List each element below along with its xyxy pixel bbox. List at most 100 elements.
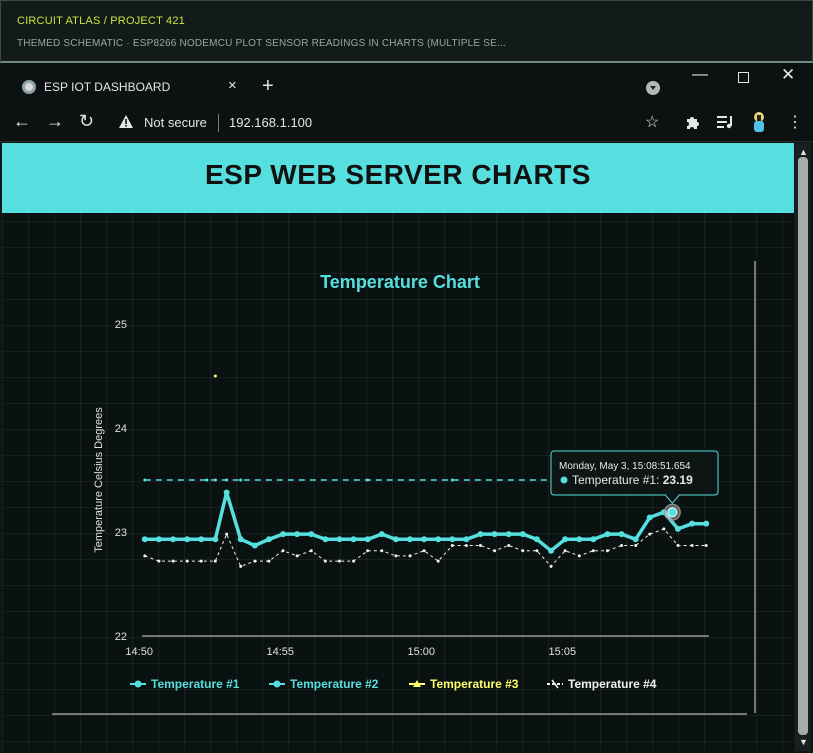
window-close-icon[interactable]: ✕ — [781, 65, 796, 84]
back-arrow-icon[interactable]: ← — [13, 111, 31, 131]
data-point — [185, 559, 189, 563]
forward-arrow-icon[interactable]: → — [46, 111, 64, 131]
page-scrollbar[interactable]: ▲ ▼ — [795, 143, 811, 751]
tooltip-date: Monday, May 3, 15:08:51.654 — [559, 461, 691, 472]
data-point — [213, 559, 217, 563]
data-point — [676, 544, 680, 548]
data-point — [223, 489, 230, 496]
y-tick-label: 25 — [115, 319, 127, 331]
data-point — [421, 536, 428, 543]
address-bar: ← → ↻ Not secure 192.168.1.100 ☆ ⋮ — [0, 105, 813, 142]
data-point — [239, 564, 243, 568]
data-point — [604, 531, 611, 538]
data-point — [562, 536, 569, 543]
tab-title: ESP IOT DASHBOARD — [44, 80, 171, 94]
legend-item-label[interactable]: Temperature #3 — [430, 677, 519, 691]
extensions-puzzle-icon[interactable] — [685, 114, 701, 130]
data-point — [450, 478, 454, 482]
browser-tab[interactable]: ESP IOT DASHBOARD × — [10, 69, 248, 105]
data-point — [519, 531, 526, 538]
y-axis-label: Temperature Celsius Degrees — [93, 407, 105, 553]
bookmark-star-icon[interactable]: ☆ — [645, 114, 660, 131]
data-point — [295, 554, 299, 558]
data-point — [184, 536, 191, 543]
data-point — [690, 544, 694, 548]
data-point — [170, 536, 177, 543]
data-point — [171, 559, 175, 563]
new-tab-button[interactable]: + — [262, 75, 274, 97]
data-point — [563, 549, 567, 553]
tooltip-series-name: Temperature #1: — [572, 473, 663, 487]
data-point — [366, 478, 370, 482]
page-banner: ESP WEB SERVER CHARTS — [2, 143, 794, 213]
data-point — [493, 549, 497, 553]
page-viewport: ESP WEB SERVER CHARTS Temperature Chart T… — [2, 143, 794, 751]
data-point — [392, 536, 399, 543]
data-point — [198, 536, 205, 543]
data-point — [646, 514, 653, 521]
chart-tooltip — [550, 450, 719, 496]
legend-marker — [134, 680, 142, 688]
hover-point — [667, 507, 678, 518]
tab-search-dropdown-icon[interactable] — [646, 81, 660, 95]
security-status[interactable]: Not secure — [144, 115, 207, 130]
address-divider — [218, 114, 219, 132]
browser-menu-icon[interactable]: ⋮ — [787, 114, 803, 131]
tab-favicon-icon — [22, 80, 36, 94]
window-maximize-icon[interactable] — [738, 72, 749, 83]
data-point — [323, 559, 327, 563]
legend-item-label[interactable]: Temperature #4 — [568, 677, 657, 691]
legend-item-label[interactable]: Temperature #1 — [151, 677, 240, 691]
data-point — [689, 520, 696, 527]
data-point — [336, 536, 343, 543]
scroll-up-icon[interactable]: ▲ — [799, 147, 808, 157]
window-minimize-icon[interactable]: — — [692, 66, 708, 83]
x-tick-label: 15:00 — [408, 646, 436, 658]
reload-icon[interactable]: ↻ — [79, 111, 95, 131]
series-line — [144, 490, 707, 553]
data-point — [155, 536, 162, 543]
tab-close-icon[interactable]: × — [228, 77, 237, 94]
data-point — [464, 544, 468, 548]
tooltip-value-number: 23.19 — [663, 473, 693, 487]
data-point — [251, 542, 258, 549]
browser-tab-bar: ESP IOT DASHBOARD × — [0, 63, 813, 105]
data-point — [294, 531, 301, 538]
scroll-down-icon[interactable]: ▼ — [799, 737, 808, 747]
legend-item-label[interactable]: Temperature #2 — [290, 677, 379, 691]
data-point — [648, 532, 652, 536]
data-point — [576, 536, 583, 543]
data-point — [674, 525, 681, 532]
data-point — [366, 549, 370, 553]
data-point — [408, 554, 412, 558]
x-tick-label: 14:50 — [125, 646, 153, 658]
scroll-thumb[interactable] — [798, 157, 808, 735]
data-point — [521, 549, 525, 553]
data-point — [352, 559, 356, 563]
data-point — [143, 554, 147, 558]
data-point — [141, 536, 148, 543]
profile-avatar-icon[interactable] — [751, 111, 767, 133]
frame-subtitle: THEMED SCHEMATIC · ESP8266 NODEMCU PLOT … — [17, 38, 506, 49]
data-point — [212, 536, 219, 543]
warning-icon[interactable] — [118, 114, 134, 129]
data-point — [422, 549, 426, 553]
tooltip-value: Temperature #1: 23.19 — [572, 473, 693, 487]
x-tick-label: 15:05 — [549, 646, 577, 658]
data-point — [309, 549, 313, 553]
data-point — [535, 549, 539, 553]
data-point — [265, 536, 272, 543]
data-point — [239, 478, 243, 482]
url-field[interactable]: 192.168.1.100 — [229, 115, 313, 130]
data-point — [549, 564, 553, 568]
data-point — [281, 549, 285, 553]
data-point — [436, 559, 440, 563]
data-point — [634, 544, 638, 548]
data-point — [505, 531, 512, 538]
frame-header: CIRCUIT ATLAS / PROJECT 421 THEMED SCHEM… — [0, 0, 813, 63]
media-queue-icon[interactable] — [717, 115, 735, 129]
data-point — [479, 544, 483, 548]
page-title: ESP WEB SERVER CHARTS — [205, 159, 591, 190]
tooltip-series-marker — [560, 476, 568, 484]
data-point — [267, 559, 271, 563]
